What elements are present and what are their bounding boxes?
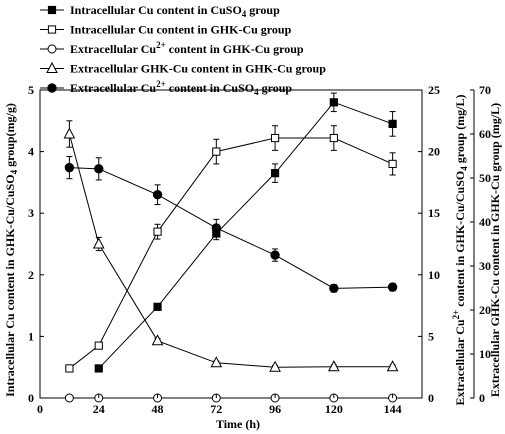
series-open-square — [65, 125, 397, 373]
x-tick-label: 120 — [325, 402, 343, 416]
legend-marker — [47, 44, 57, 54]
left-y-tick-label: 4 — [28, 145, 34, 159]
right-y1-tick-label: 10 — [428, 268, 440, 282]
data-point — [63, 127, 76, 139]
x-tick-label: 0 — [37, 402, 43, 416]
legend-entry: Intracellular Cu content in CuSO4 group — [40, 3, 280, 19]
right-y1-tick-label: 20 — [428, 145, 440, 159]
data-point — [211, 223, 222, 233]
data-point — [64, 393, 74, 403]
left-axis-title: Intracellular Cu content in GHK-Cu/CuSO4… — [3, 103, 19, 397]
data-point — [94, 364, 103, 373]
data-point — [94, 164, 104, 174]
data-point — [153, 302, 162, 311]
data-point — [328, 360, 340, 372]
right-y2-tick-label: 30 — [479, 259, 491, 273]
legend: Intracellular Cu content in CuSO4 group I… — [40, 3, 326, 97]
data-point — [388, 119, 397, 128]
right-axis-2-title: Extracellular GHK-Cu content in GHK-Cu g… — [488, 103, 502, 397]
right-y2-tick-label: 50 — [479, 171, 491, 185]
series-open-triangle — [63, 120, 399, 372]
left-y-tick-label: 1 — [28, 329, 34, 343]
data-point — [212, 147, 221, 156]
right-y1-tick-label: 15 — [428, 206, 440, 220]
data-point — [270, 169, 280, 178]
data-point — [329, 283, 339, 294]
left-y-tick-label: 0 — [28, 391, 34, 405]
right-y1-tick-label: 5 — [428, 329, 434, 343]
data-point — [269, 360, 281, 372]
legend-entry: Extracellular GHK-Cu content in GHK-Cu g… — [40, 62, 326, 76]
legend-marker — [46, 61, 58, 73]
data-point — [270, 250, 280, 260]
x-tick-label: 24 — [93, 402, 105, 416]
right-y2-tick-label: 0 — [479, 391, 485, 405]
x-axis-title: Time (h) — [216, 417, 260, 431]
data-point — [152, 190, 163, 200]
series-filled-square — [94, 92, 397, 373]
legend-marker — [47, 83, 57, 93]
right-y1-tick-label: 0 — [428, 391, 434, 405]
legend-label: Intracellular Cu content in CuSO4 group — [70, 3, 280, 19]
series-line — [98, 101, 393, 369]
series-line — [68, 133, 393, 368]
data-point — [386, 360, 399, 372]
right-axis-1-title: Extracellular Cu2+ content in GHK-Cu/CuS… — [451, 94, 469, 405]
data-point — [94, 341, 103, 350]
series-line — [69, 137, 393, 369]
right-y2-tick-label: 40 — [479, 215, 491, 229]
x-tick-label: 144 — [384, 402, 402, 416]
series-layer — [63, 92, 399, 403]
legend-label: Extracellular Cu2+ content in GHK-Cu gro… — [70, 40, 304, 56]
legend-entry: Intracellular Cu content in GHK-Cu group — [40, 23, 292, 37]
right-y2-tick-label: 10 — [479, 347, 491, 361]
left-y-tick-label: 3 — [28, 206, 34, 220]
right-y1-tick-label: 25 — [428, 83, 440, 97]
x-tick-label: 72 — [210, 402, 222, 416]
series-filled-circle — [64, 156, 398, 294]
legend-entry: Extracellular Cu2+ content in CuSO4 grou… — [40, 79, 292, 97]
data-point — [329, 133, 338, 143]
series-open-circle — [64, 393, 398, 403]
legend-marker — [47, 5, 57, 15]
legend-label: Intracellular Cu content in GHK-Cu group — [70, 23, 292, 37]
axes-layer: 0 24 48 72 96 120 1440123450510152025010203040… — [28, 83, 491, 416]
legend-entry: Extracellular Cu2+ content in GHK-Cu gro… — [40, 40, 304, 56]
data-point — [92, 237, 105, 249]
data-point — [329, 98, 338, 107]
right-y2-tick-label: 20 — [479, 303, 491, 317]
legend-label: Extracellular GHK-Cu content in GHK-Cu g… — [70, 62, 326, 76]
data-point — [153, 227, 162, 236]
legend-marker — [47, 25, 57, 34]
data-point — [65, 364, 74, 373]
right-y2-tick-label: 60 — [479, 127, 491, 141]
legend-label: Extracellular Cu2+ content in CuSO4 grou… — [70, 79, 292, 97]
left-y-tick-label: 2 — [28, 268, 34, 282]
data-point — [270, 133, 280, 143]
left-y-tick-label: 5 — [28, 83, 34, 97]
data-point — [151, 334, 164, 346]
data-point — [387, 282, 398, 292]
x-tick-label: 48 — [152, 402, 164, 416]
data-point — [64, 162, 75, 173]
data-point — [210, 356, 223, 368]
x-tick-label: 96 — [269, 402, 281, 416]
right-y2-tick-label: 70 — [479, 83, 491, 97]
series-line — [69, 167, 393, 289]
data-point — [388, 159, 397, 169]
